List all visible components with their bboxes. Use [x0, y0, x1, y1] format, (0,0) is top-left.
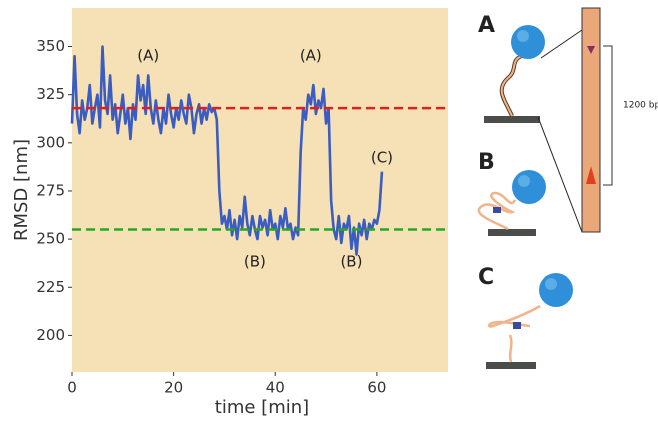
zoom-line: [537, 116, 583, 233]
dna-strip: [581, 7, 601, 233]
annotation: (A): [137, 47, 159, 65]
x-tick-label: 60: [367, 379, 386, 397]
y-axis-label: RMSD [nm]: [11, 139, 32, 241]
x-axis-label: time [min]: [215, 397, 309, 418]
zoom-line: [540, 29, 583, 59]
tether: [499, 54, 523, 117]
y-tick-label: 225: [36, 278, 65, 296]
tether: [500, 55, 523, 117]
x-tick-label: 40: [266, 379, 285, 397]
surface: [486, 362, 536, 369]
panel-label: A: [478, 13, 495, 38]
y-tick-label: 350: [36, 37, 65, 55]
annotation: (B): [340, 253, 362, 271]
tether: [477, 191, 517, 231]
bead-highlight: [545, 278, 557, 290]
surface: [488, 229, 536, 236]
y-tick-label: 200: [36, 326, 65, 344]
y-tick-label: 275: [36, 181, 65, 199]
annotation: (A): [300, 47, 322, 65]
panel-label: B: [478, 150, 495, 175]
bead-highlight: [518, 175, 530, 187]
marker: [586, 166, 596, 184]
length-label: 1200 bp: [623, 101, 658, 111]
panel-label: C: [478, 265, 494, 290]
plot-area: [72, 8, 448, 372]
marker: [587, 46, 595, 54]
bead: [511, 25, 545, 59]
bead: [512, 170, 546, 204]
diagram: A B C 1200 bp: [477, 7, 658, 369]
surface: [484, 116, 540, 123]
protein: [513, 322, 521, 329]
x-tick-label: 0: [67, 379, 77, 397]
x-tick-label: 20: [164, 379, 183, 397]
annotation: (C): [371, 149, 393, 167]
protein: [493, 207, 501, 213]
annotation: (B): [244, 253, 266, 271]
bead: [539, 273, 573, 307]
y-tick-label: 250: [36, 230, 65, 248]
y-tick-label: 325: [36, 85, 65, 103]
bead-highlight: [517, 30, 529, 42]
y-tick-label: 300: [36, 133, 65, 151]
tether: [508, 334, 513, 363]
bracket: [603, 45, 613, 186]
